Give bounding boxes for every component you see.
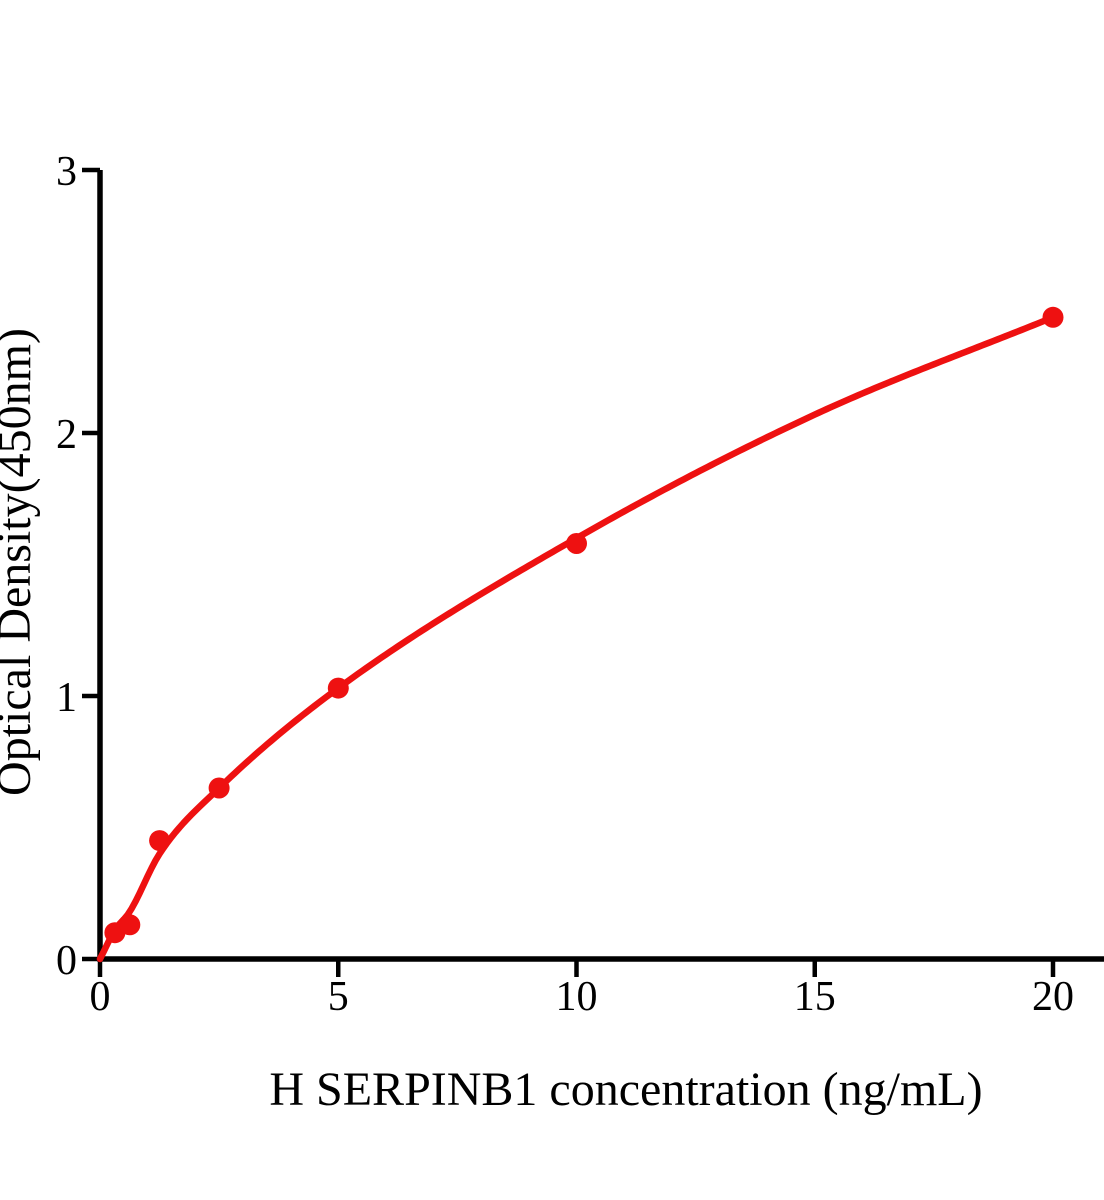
- y-axis-title: Optical Density(450nm): [0, 328, 41, 796]
- axis-tick-labels: 0 5 10 15 20 0 1 2 3: [56, 149, 1074, 1020]
- x-tick-label: 0: [90, 974, 111, 1020]
- y-tick-label: 3: [56, 149, 77, 195]
- data-points: [104, 306, 1064, 944]
- x-tick-label: 10: [556, 974, 598, 1020]
- x-tick-label: 20: [1032, 974, 1074, 1020]
- data-point: [119, 914, 141, 936]
- data-point: [566, 533, 587, 554]
- y-tick-label: 2: [56, 412, 77, 458]
- x-tick-label: 15: [794, 974, 836, 1020]
- data-point: [208, 777, 230, 799]
- x-tick-label: 5: [328, 974, 349, 1020]
- y-tick-label: 1: [56, 675, 77, 721]
- data-point: [327, 677, 349, 699]
- x-axis-title: H SERPINB1 concentration (ng/mL): [269, 1063, 982, 1116]
- data-point: [1042, 306, 1064, 328]
- data-point: [149, 830, 171, 852]
- y-tick-label: 0: [56, 938, 77, 984]
